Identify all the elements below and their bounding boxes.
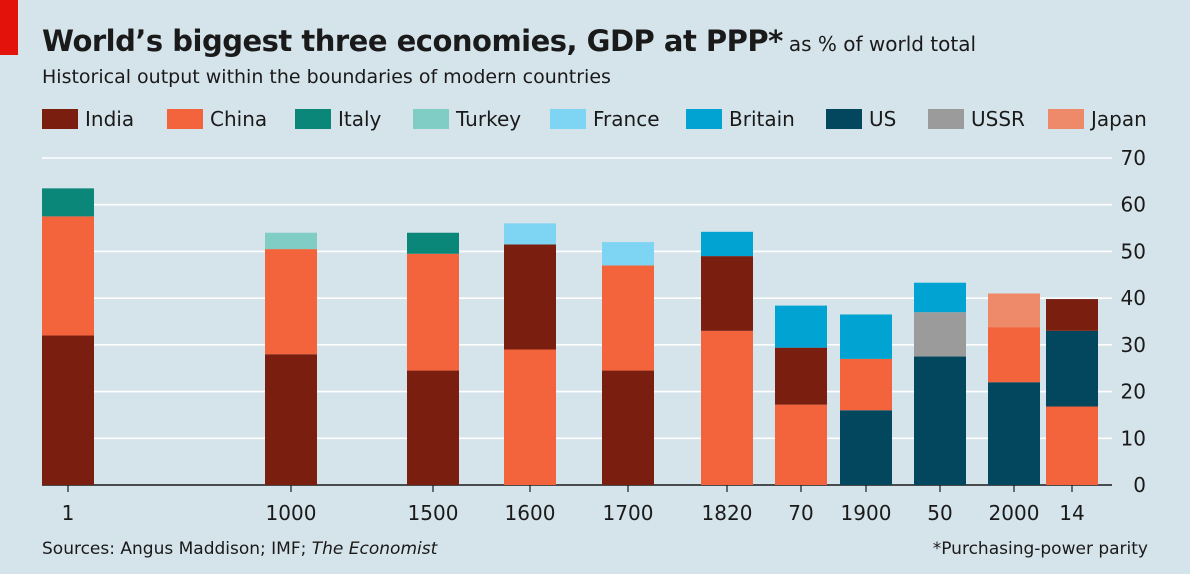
sources-text: Sources: Angus Maddison; IMF; — [42, 539, 312, 559]
legend-swatch — [550, 109, 586, 129]
bar-segment-china — [407, 253, 459, 371]
bar-segment-india — [504, 244, 556, 350]
bar-segment-japan — [988, 293, 1040, 328]
y-tick-label: 40 — [1121, 286, 1146, 310]
bar-segment-france — [602, 242, 654, 266]
x-tick-label: 1900 — [841, 501, 892, 525]
legend-swatch — [928, 109, 964, 129]
x-tick-label: 1600 — [505, 501, 556, 525]
x-tick-label: 1500 — [408, 501, 459, 525]
sources-publication: The Economist — [311, 539, 438, 559]
bar-segment-china — [701, 330, 753, 485]
legend-swatch — [826, 109, 862, 129]
legend-item-italy: Italy — [295, 104, 381, 134]
legend-label: France — [593, 107, 660, 131]
x-tick-label: 1 — [62, 501, 75, 525]
bar-segment-india — [775, 347, 827, 405]
bar-segment-italy — [407, 232, 459, 254]
legend-item-britain: Britain — [686, 104, 795, 134]
legend-swatch — [42, 109, 78, 129]
legend-label: India — [85, 107, 135, 131]
bar-segment-britain — [701, 231, 753, 257]
legend-item-china: China — [167, 104, 267, 134]
y-tick-label: 10 — [1121, 426, 1146, 450]
bar-segment-china — [840, 358, 892, 411]
legend-label: US — [869, 107, 897, 131]
x-tick-label: 1820 — [702, 501, 753, 525]
legend-swatch — [1048, 109, 1084, 129]
bar-segment-italy — [42, 188, 94, 217]
legend-item-japan: Japan — [1048, 104, 1147, 134]
x-tick-label: 14 — [1059, 501, 1084, 525]
legend-label: China — [210, 107, 268, 131]
bar-segment-china — [42, 216, 94, 336]
chart-subtitle: Historical output within the boundaries … — [42, 66, 611, 88]
bar-segment-france — [504, 223, 556, 245]
footnote: *Purchasing-power parity — [932, 539, 1148, 559]
legend-swatch — [295, 109, 331, 129]
y-tick-label: 60 — [1121, 193, 1146, 217]
legend-label: Japan — [1091, 107, 1147, 131]
legend-item-france: France — [550, 104, 660, 134]
y-tick-label: 20 — [1121, 380, 1146, 404]
chart-title: World’s biggest three economies, GDP at … — [42, 24, 976, 58]
legend-label: Italy — [338, 107, 382, 131]
sources-note: Sources: Angus Maddison; IMF; The Econom… — [42, 539, 437, 559]
legend: India China Italy Turkey France Britain US USSR… — [42, 104, 1162, 134]
bar-segment-china — [1046, 406, 1098, 485]
bar-segment-india — [42, 335, 94, 485]
bar-segment-india — [265, 354, 317, 485]
bar-segment-china — [775, 404, 827, 485]
bar-segment-us — [914, 356, 966, 485]
y-tick-label: 30 — [1121, 333, 1146, 357]
x-tick-label: 1000 — [266, 501, 317, 525]
legend-label: Turkey — [456, 107, 522, 131]
legend-swatch — [167, 109, 203, 129]
x-tick-label: 50 — [927, 501, 952, 525]
bar-segment-china — [504, 349, 556, 485]
legend-swatch — [686, 109, 722, 129]
bar-segment-us — [988, 382, 1040, 485]
bar-segment-us — [840, 410, 892, 485]
legend-item-india: India — [42, 104, 134, 134]
bar-segment-china — [988, 327, 1040, 383]
x-tick-label: 70 — [788, 501, 813, 525]
x-tick-label: 2000 — [989, 501, 1040, 525]
bar-segment-india — [701, 256, 753, 331]
bar-segment-china — [265, 249, 317, 355]
legend-item-turkey: Turkey — [413, 104, 521, 134]
bar-segment-ussr — [914, 312, 966, 357]
title-main: World’s biggest three economies, GDP at … — [42, 24, 783, 58]
y-tick-label: 70 — [1121, 146, 1146, 170]
y-tick-label: 0 — [1133, 473, 1146, 497]
legend-swatch — [413, 109, 449, 129]
bar-segment-india — [1046, 299, 1098, 331]
x-tick-label: 1700 — [603, 501, 654, 525]
bar-segment-china — [602, 265, 654, 371]
legend-item-us: US — [826, 104, 896, 134]
legend-label: Britain — [729, 107, 795, 131]
legend-label: USSR — [971, 107, 1025, 131]
bar-segment-britain — [914, 282, 966, 313]
bar-segment-britain — [775, 305, 827, 348]
brand-tag — [0, 0, 18, 55]
bar-segment-britain — [840, 314, 892, 359]
y-tick-label: 50 — [1121, 239, 1146, 263]
legend-item-ussr: USSR — [928, 104, 1025, 134]
bar-segment-india — [407, 370, 459, 485]
bar-segment-us — [1046, 330, 1098, 407]
title-suffix: as % of world total — [788, 32, 977, 56]
bar-segment-india — [602, 370, 654, 485]
bar-segment-turkey — [265, 232, 317, 250]
